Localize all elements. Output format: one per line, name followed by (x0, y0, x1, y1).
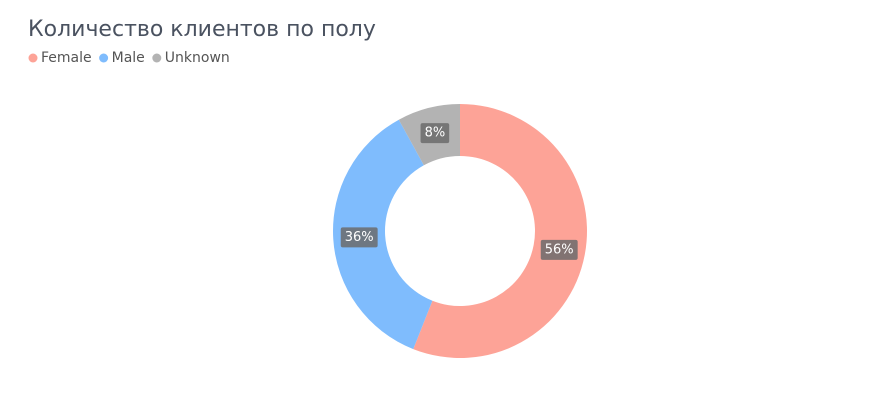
legend-marker (28, 53, 38, 63)
legend-marker (99, 53, 109, 63)
slice (413, 104, 587, 358)
legend-marker (152, 53, 162, 63)
value-label: 36% (345, 230, 374, 245)
label-box (340, 227, 378, 248)
value-labels: 56% 36% 8% (340, 123, 578, 260)
slice (333, 119, 433, 350)
value-label: 8% (425, 126, 446, 141)
value-label: 56% (545, 242, 574, 257)
legend-label: Female (41, 50, 92, 66)
chart-title: Количество клиентов по полу (28, 17, 376, 42)
legend-label: Male (112, 50, 145, 66)
label-box (420, 123, 450, 144)
legend-label: Unknown (165, 50, 230, 66)
legend: Female Male Unknown (28, 50, 230, 66)
label-box (540, 239, 578, 260)
